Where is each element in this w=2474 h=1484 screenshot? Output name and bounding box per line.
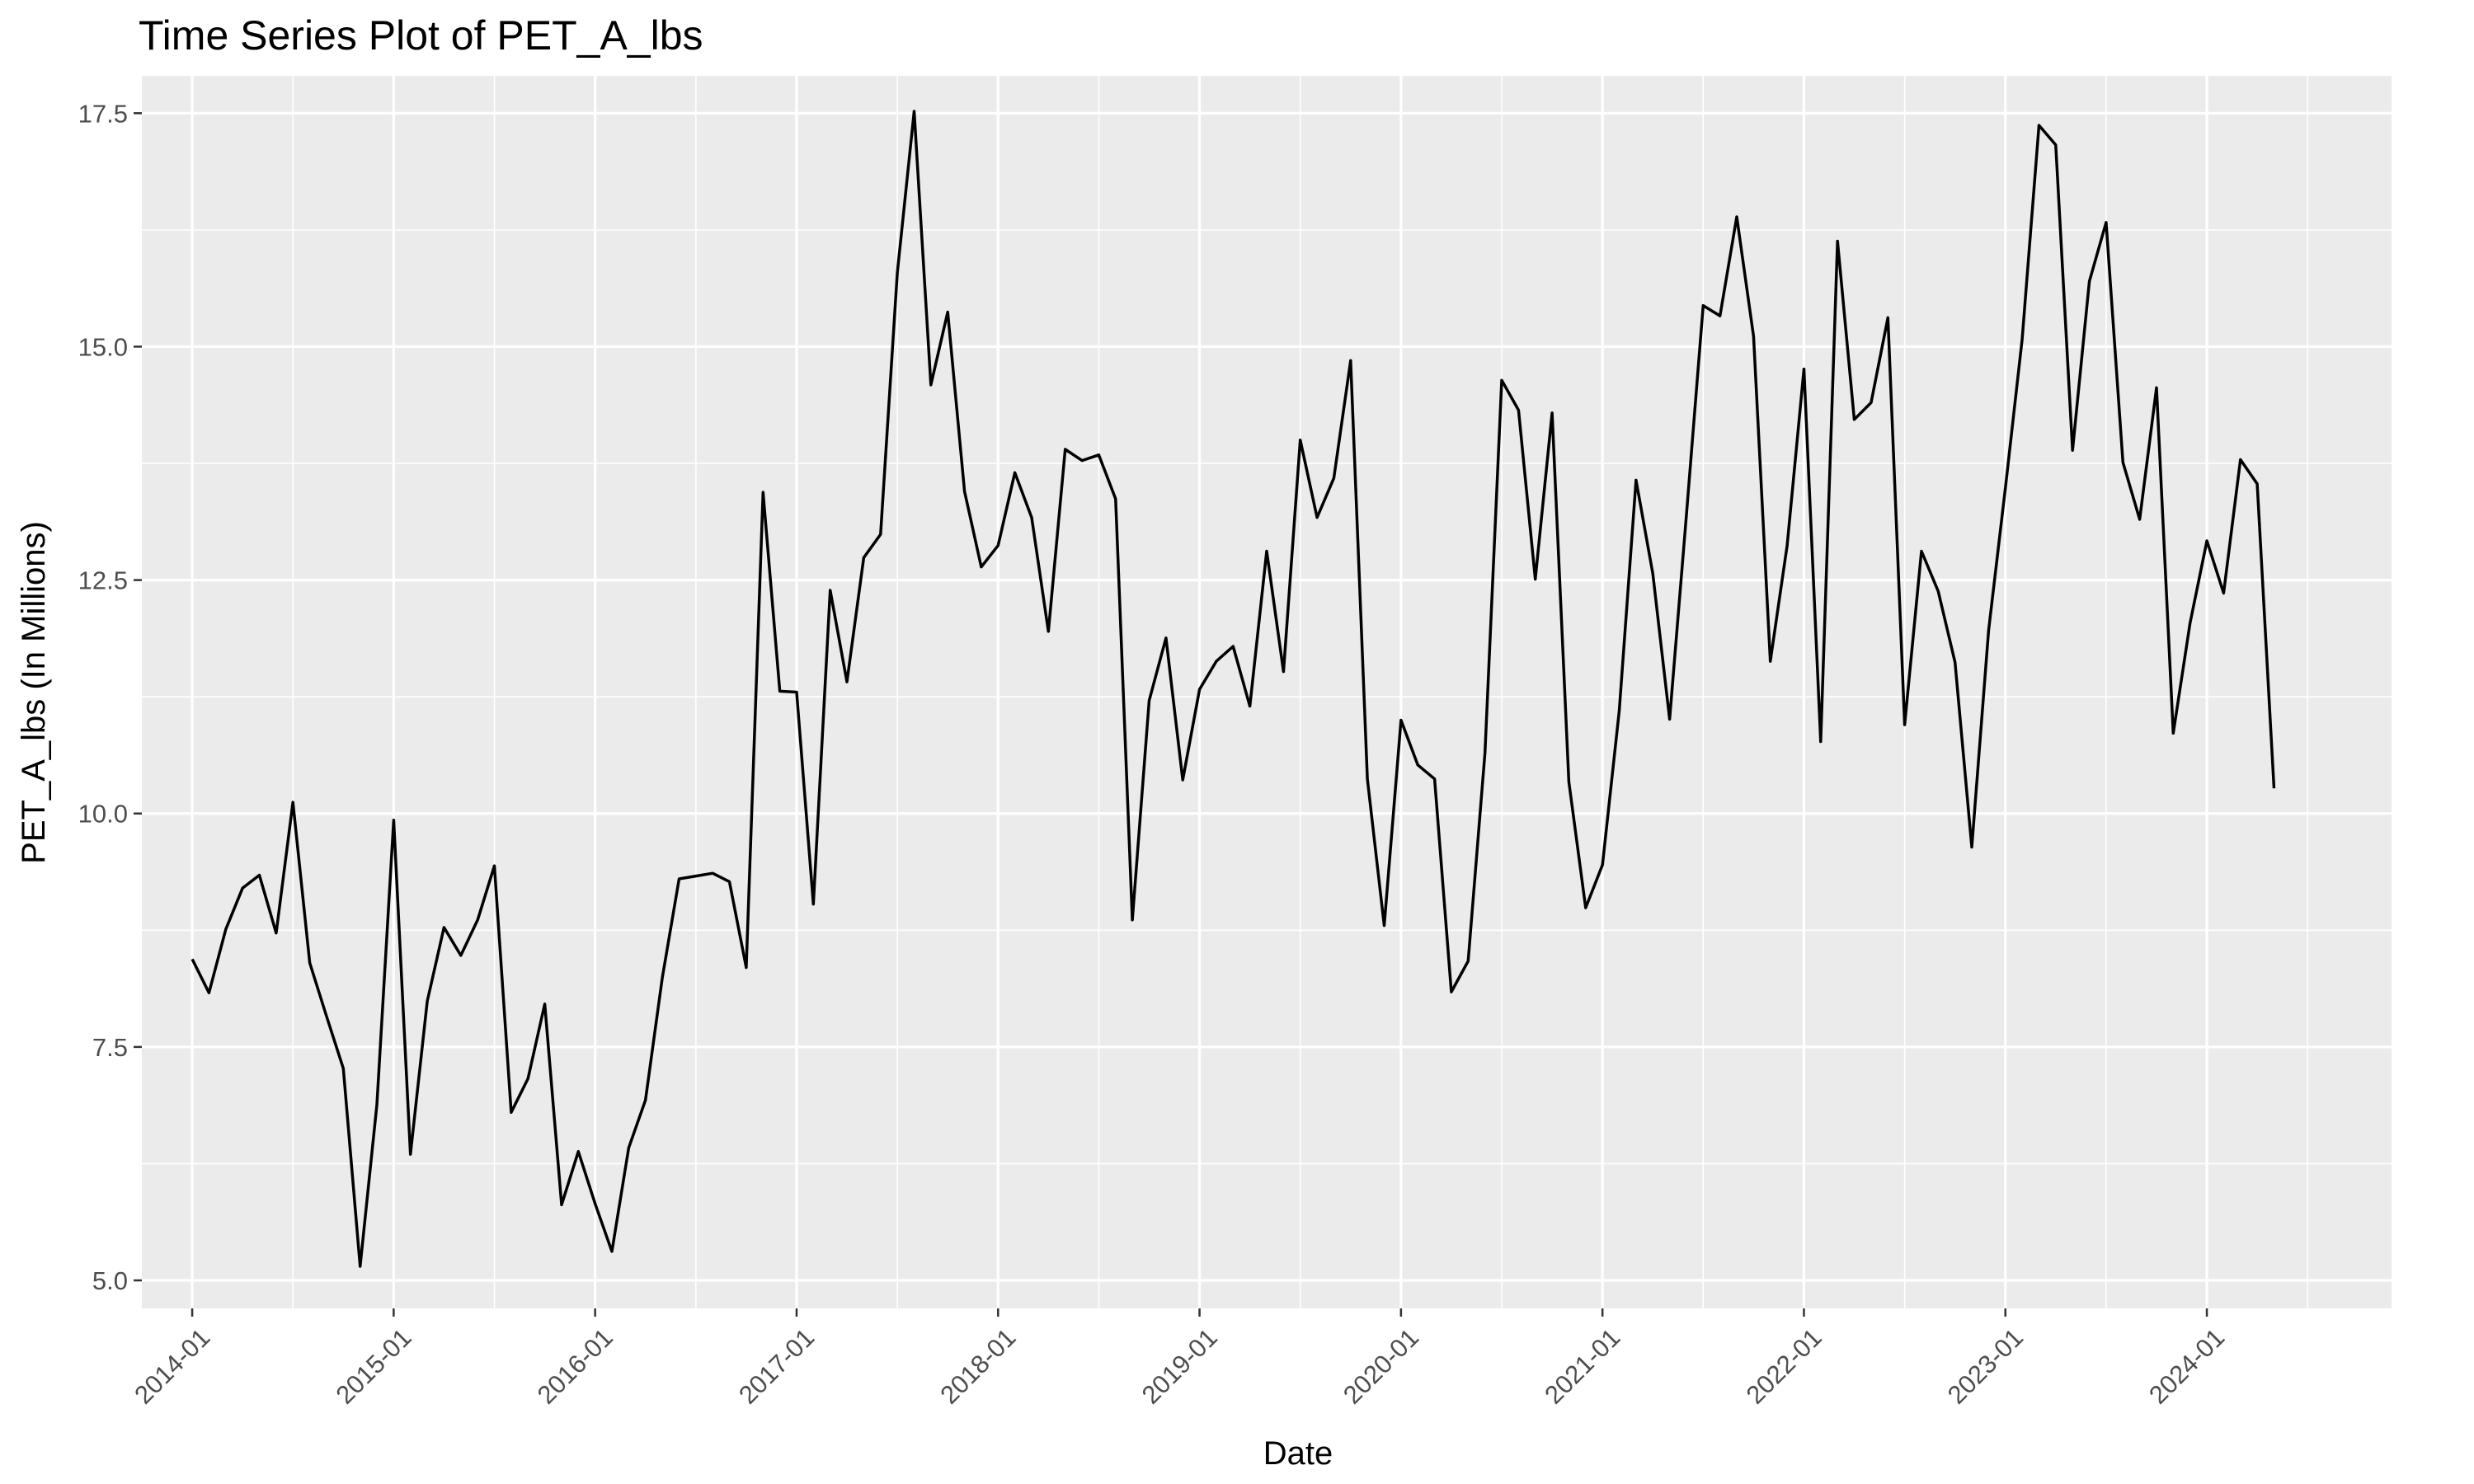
- y-tick-label: 10.0: [78, 800, 128, 829]
- x-tick-label: 2020-01: [1338, 1323, 1424, 1410]
- y-tick-label: 7.5: [92, 1033, 128, 1062]
- chart-title: Time Series Plot of PET_A_lbs: [139, 12, 703, 59]
- y-tick-label: 5.0: [92, 1266, 128, 1295]
- x-tick-label: 2014-01: [129, 1323, 215, 1410]
- y-tick-label: 15.0: [78, 332, 128, 361]
- major-x-gridlines: [190, 76, 2208, 1308]
- x-tick-label: 2021-01: [1539, 1323, 1625, 1410]
- y-tick-label: 12.5: [78, 566, 128, 595]
- y-axis-title: PET_A_lbs (In Millions): [16, 521, 52, 864]
- x-tick-label: 2024-01: [2143, 1323, 2230, 1410]
- x-axis: 2014-01 2015-01 2016-01 2017-01 2018-01 2019-…: [129, 1308, 2230, 1410]
- major-y-gridlines: [142, 111, 2392, 1282]
- x-tick-label: 2016-01: [532, 1323, 618, 1410]
- y-tick-label: 17.5: [78, 99, 128, 128]
- x-tick-label: 2019-01: [1136, 1323, 1223, 1410]
- minor-y-gridlines: [142, 229, 2392, 1165]
- x-tick-label: 2015-01: [330, 1323, 416, 1410]
- x-tick-label: 2022-01: [1741, 1323, 1827, 1410]
- x-tick-label: 2023-01: [1942, 1323, 2029, 1410]
- x-tick-label: 2017-01: [733, 1323, 820, 1410]
- x-axis-title: Date: [1263, 1435, 1333, 1472]
- plot-panel: [142, 76, 2392, 1308]
- y-axis: 5.0 7.5 10.0 12.5 15.0 17.5: [78, 99, 142, 1295]
- x-tick-label: 2018-01: [934, 1323, 1021, 1410]
- series-line-pet-a-lbs: [190, 110, 2276, 1268]
